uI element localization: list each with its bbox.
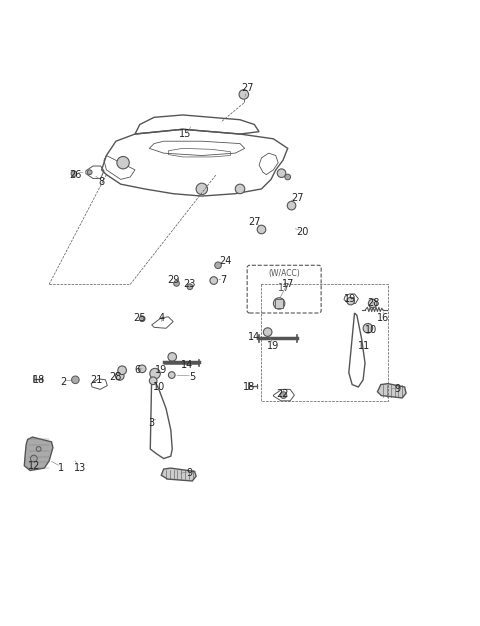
Polygon shape <box>377 384 406 398</box>
Text: 24: 24 <box>219 255 232 265</box>
Text: 6: 6 <box>134 365 141 375</box>
Polygon shape <box>161 468 196 481</box>
Circle shape <box>239 90 249 99</box>
Circle shape <box>363 324 372 333</box>
Text: 27: 27 <box>248 217 261 227</box>
Circle shape <box>274 298 285 309</box>
Circle shape <box>36 446 41 451</box>
Text: 9: 9 <box>395 384 400 394</box>
Text: 14: 14 <box>248 332 261 342</box>
Circle shape <box>196 183 207 195</box>
Text: 25: 25 <box>133 313 146 323</box>
Circle shape <box>280 392 287 398</box>
Circle shape <box>215 262 221 269</box>
Text: 10: 10 <box>153 382 165 392</box>
Circle shape <box>235 184 245 193</box>
Text: 13: 13 <box>74 463 86 473</box>
Circle shape <box>150 368 160 379</box>
Circle shape <box>264 328 272 336</box>
Circle shape <box>168 372 175 378</box>
Circle shape <box>287 202 296 210</box>
Text: 5: 5 <box>189 372 195 382</box>
Circle shape <box>117 156 129 169</box>
Text: 19: 19 <box>344 294 356 304</box>
Circle shape <box>138 365 146 372</box>
Text: 29: 29 <box>167 275 180 285</box>
Circle shape <box>174 280 180 286</box>
Text: 18: 18 <box>34 375 46 385</box>
Polygon shape <box>24 437 53 471</box>
Circle shape <box>210 277 217 284</box>
Circle shape <box>118 366 126 374</box>
Text: 17: 17 <box>278 284 290 294</box>
Circle shape <box>168 352 177 361</box>
Text: 22: 22 <box>276 389 289 399</box>
Text: 27: 27 <box>291 193 303 203</box>
Text: (W/ACC): (W/ACC) <box>268 269 300 278</box>
Text: 16: 16 <box>377 313 389 323</box>
Text: 20: 20 <box>296 227 308 237</box>
Text: 12: 12 <box>28 461 40 471</box>
Text: 2: 2 <box>60 377 67 387</box>
Circle shape <box>71 171 77 177</box>
Text: 10: 10 <box>365 325 377 335</box>
Text: 8: 8 <box>98 177 105 187</box>
Circle shape <box>347 297 355 305</box>
Text: 11: 11 <box>358 341 370 351</box>
Text: 17: 17 <box>282 279 294 289</box>
Text: 26: 26 <box>69 170 82 180</box>
Text: 19: 19 <box>155 365 168 375</box>
Circle shape <box>285 174 290 180</box>
Circle shape <box>149 377 157 384</box>
Circle shape <box>187 284 193 290</box>
Text: 18: 18 <box>243 382 256 392</box>
Text: 27: 27 <box>241 83 253 93</box>
Circle shape <box>368 299 377 308</box>
Circle shape <box>87 170 92 175</box>
Text: 28: 28 <box>110 372 122 382</box>
Text: 7: 7 <box>220 275 227 285</box>
Circle shape <box>139 316 145 322</box>
Circle shape <box>257 225 266 233</box>
Circle shape <box>31 455 37 462</box>
Text: 21: 21 <box>91 375 103 385</box>
Circle shape <box>72 376 79 384</box>
Text: 4: 4 <box>158 313 164 323</box>
Text: 19: 19 <box>267 341 279 351</box>
Circle shape <box>116 372 124 380</box>
Text: 15: 15 <box>179 129 192 139</box>
Text: 1: 1 <box>58 463 64 473</box>
Text: 9: 9 <box>187 468 193 478</box>
Circle shape <box>277 169 286 177</box>
Text: 28: 28 <box>367 299 380 309</box>
Text: 23: 23 <box>184 279 196 289</box>
Bar <box>275 299 283 308</box>
Text: 14: 14 <box>181 361 193 371</box>
Text: 3: 3 <box>149 418 155 428</box>
